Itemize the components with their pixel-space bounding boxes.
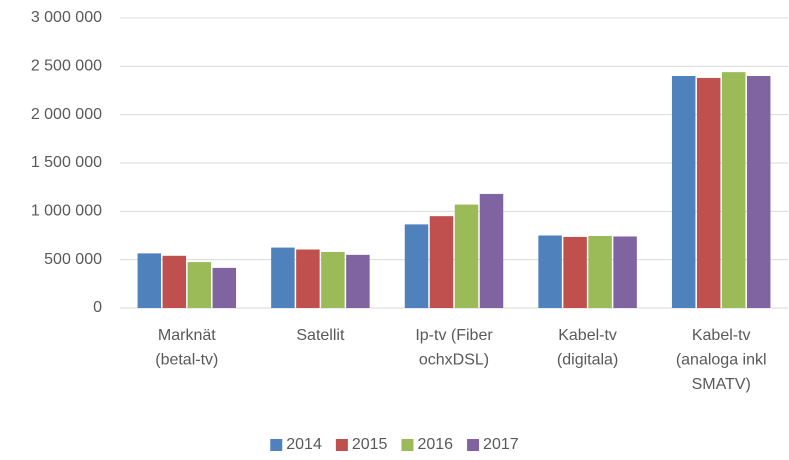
bar (588, 235, 612, 308)
x-tick-label: Satellit (296, 327, 345, 344)
legend-swatch (335, 439, 348, 451)
bar (696, 77, 721, 308)
legend-label: 2017 (483, 436, 519, 453)
legend-swatch (270, 439, 283, 451)
legend-swatch (467, 439, 480, 451)
y-tick-label: 3 000 000 (31, 9, 102, 26)
bar (212, 267, 237, 308)
bar (162, 255, 187, 308)
legend: 2014 2015 2016 2017 (270, 436, 519, 453)
y-tick-label: 500 000 (44, 251, 102, 268)
legend-label: 2016 (417, 436, 453, 453)
bar (429, 216, 454, 308)
bar (479, 193, 504, 308)
y-tick-label: 1 000 000 (31, 203, 102, 220)
y-tick-label: 2 000 000 (31, 106, 102, 123)
bar (137, 253, 162, 308)
legend-label: 2015 (352, 436, 388, 453)
legend-label: 2014 (286, 436, 322, 453)
y-tick-label: 0 (93, 299, 102, 316)
bar (746, 76, 771, 308)
x-tick-label: Marknät (betal-tv) (155, 327, 218, 369)
x-tick-label: Kabel-tv (analoga inkl SMATV) (676, 327, 767, 393)
legend-swatch (401, 439, 414, 451)
y-tick-label: 2 500 000 (31, 58, 102, 75)
bar (721, 72, 746, 308)
bar (346, 254, 370, 308)
bar (271, 247, 295, 308)
bar (187, 262, 212, 308)
bar (454, 204, 479, 308)
x-tick-label: Kabel-tv (digitala) (557, 327, 618, 369)
x-tick-label: Ip-tv (Fiber ochxDSL) (415, 327, 493, 369)
bar (563, 236, 587, 308)
bar (321, 251, 345, 308)
bar (404, 224, 429, 308)
bar (613, 236, 637, 308)
y-tick-label: 1 500 000 (31, 154, 102, 171)
bar (538, 235, 562, 308)
bar (671, 76, 696, 308)
bar (296, 249, 320, 308)
